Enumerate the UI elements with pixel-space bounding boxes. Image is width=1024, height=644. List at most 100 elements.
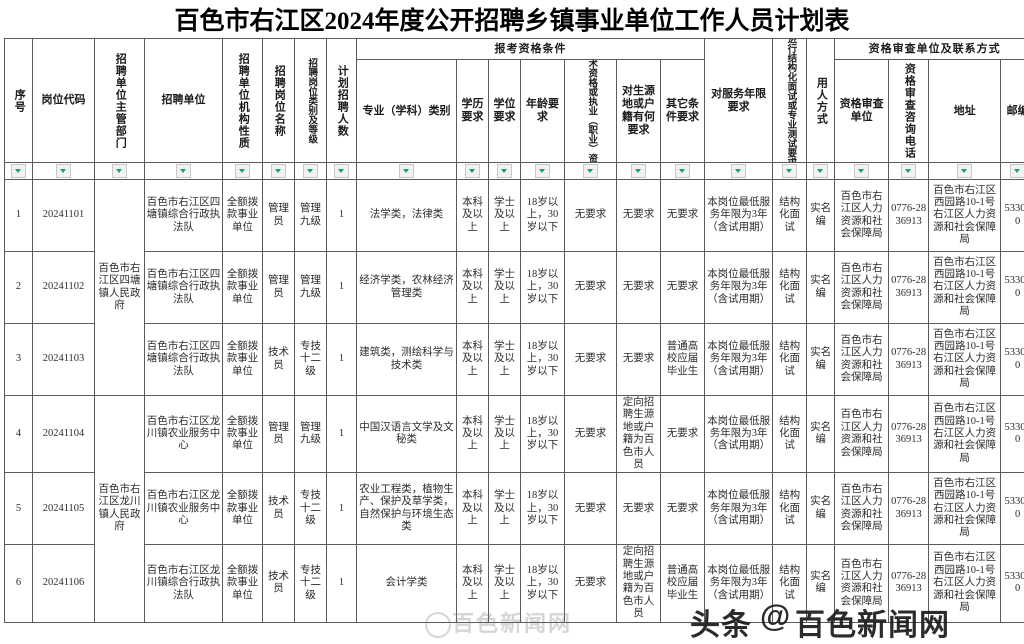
cell-tech-cert: 无要求 [565,324,617,396]
table-row[interactable]: 4 20241104 百色市右江区龙川镇人民政府 百色市右江区龙川镇农业服务中心… [5,396,1024,473]
col-header-major: 专业（学科）类别 [357,60,457,163]
table-row[interactable]: 3 20241103 百色市右江区四塘镇综合行政执法队 全额拨款事业单位 技术员… [5,324,1024,396]
filter-dropdown-icon[interactable] [235,164,250,178]
filter-cell-major[interactable] [357,163,457,180]
cell-tech-cert: 无要求 [565,180,617,252]
cell-employment-mode: 实名编 [807,324,835,396]
autofilter-row [5,163,1024,180]
cell-post-name: 管理员 [263,180,295,252]
filter-cell-post-name[interactable] [263,163,295,180]
cell-recruit-unit: 百色市右江区龙川镇农业服务中心 [145,473,223,545]
filter-cell-review-unit[interactable] [835,163,889,180]
cell-address: 百色市右江区西园路10-1号右江区人力资源和社会保障局 [929,252,1001,324]
filter-cell-interview-test[interactable] [773,163,807,180]
filter-cell-post-category[interactable] [295,163,327,180]
filter-cell-planned-count[interactable] [327,163,357,180]
cell-origin-household: 无要求 [617,324,661,396]
filter-dropdown-icon[interactable] [731,164,746,178]
cell-post-code: 20241101 [33,180,95,252]
cell-service-years: 本岗位最低服务年限为3年（含试用期） [705,180,773,252]
watermark-at-icon: @ [760,598,790,634]
filter-dropdown-icon[interactable] [535,164,550,178]
cell-age: 18岁以上，30岁以下 [521,473,565,545]
filter-cell-employment-mode[interactable] [807,163,835,180]
cell-age: 18岁以上，30岁以下 [521,545,565,622]
cell-interview-test: 结构化面试 [773,396,807,473]
cell-org-nature: 全额拨款事业单位 [223,324,263,396]
filter-cell-origin-household[interactable] [617,163,661,180]
filter-dropdown-icon[interactable] [497,164,512,178]
filter-dropdown-icon[interactable] [854,164,869,178]
cell-address: 百色市右江区西园路10-1号右江区人力资源和社会保障局 [929,396,1001,473]
cell-degree: 学士及以上 [489,545,521,622]
filter-dropdown-icon[interactable] [399,164,414,178]
filter-dropdown-icon[interactable] [11,164,26,178]
filter-cell-other[interactable] [661,163,705,180]
filter-cell-tech-cert[interactable] [565,163,617,180]
filter-cell-post-code[interactable] [33,163,95,180]
cell-review-phone: 0776-2836913 [889,180,929,252]
cell-org-nature: 全额拨款事业单位 [223,252,263,324]
filter-cell-education[interactable] [457,163,489,180]
document-title-bar: 百色市右江区2024年度公开招聘乡镇事业单位工作人员计划表 [0,0,1024,38]
cell-origin-household: 无要求 [617,473,661,545]
filter-dropdown-icon[interactable] [813,164,828,178]
cell-postcode: 533000 [1001,252,1024,324]
filter-cell-review-phone[interactable] [889,163,929,180]
col-header-recruit-unit: 招聘单位 [145,39,223,163]
recruitment-plan-table: 序号 岗位代码 招聘单位主管部门 招聘单位 招聘单位机构性质 招聘岗位名称 [4,38,1024,623]
filter-dropdown-icon[interactable] [465,164,480,178]
filter-dropdown-icon[interactable] [56,164,71,178]
table-row[interactable]: 6 20241106 百色市右江区龙川镇综合行政执法队 全额拨款事业单位 技术员… [5,545,1024,622]
filter-cell-seq[interactable] [5,163,33,180]
cell-other: 无要求 [661,252,705,324]
cell-major: 经济学类，农林经济管理类 [357,252,457,324]
table-row[interactable]: 5 20241105 百色市右江区龙川镇农业服务中心 全额拨款事业单位 技术员 … [5,473,1024,545]
filter-cell-postcode[interactable] [1001,163,1024,180]
filter-dropdown-icon[interactable] [176,164,191,178]
col-header-review-unit: 资格审查单位 [835,60,889,163]
cell-org-nature: 全额拨款事业单位 [223,180,263,252]
filter-cell-recruit-unit[interactable] [145,163,223,180]
cell-supervising-dept: 百色市右江区龙川镇人民政府 [95,396,145,623]
cell-review-phone: 0776-2836913 [889,545,929,622]
filter-dropdown-icon[interactable] [901,164,916,178]
cell-education: 本科及以上 [457,473,489,545]
filter-cell-degree[interactable] [489,163,521,180]
filter-dropdown-icon[interactable] [334,164,349,178]
filter-dropdown-icon[interactable] [631,164,646,178]
filter-dropdown-icon[interactable] [271,164,286,178]
group-header-review-contact: 资格审查单位及联系方式 [835,39,1024,60]
filter-cell-supervising-dept[interactable] [95,163,145,180]
filter-cell-age[interactable] [521,163,565,180]
cell-post-category: 管理九级 [295,396,327,473]
cell-post-name: 管理员 [263,252,295,324]
filter-dropdown-icon[interactable] [583,164,598,178]
filter-cell-address[interactable] [929,163,1001,180]
cell-employment-mode: 实名编 [807,545,835,622]
cell-other: 无要求 [661,180,705,252]
cell-seq: 2 [5,252,33,324]
cell-interview-test: 结构化面试 [773,473,807,545]
filter-dropdown-icon[interactable] [303,164,318,178]
cell-address: 百色市右江区西园路10-1号右江区人力资源和社会保障局 [929,545,1001,622]
filter-cell-service-years[interactable] [705,163,773,180]
cell-education: 本科及以上 [457,545,489,622]
cell-origin-household: 定向招聘生源地或户籍为百色市人员 [617,396,661,473]
filter-dropdown-icon[interactable] [675,164,690,178]
filter-dropdown-icon[interactable] [957,164,972,178]
col-header-planned-count: 计划招聘人数 [327,39,357,163]
cell-org-nature: 全额拨款事业单位 [223,545,263,622]
cell-supervising-dept: 百色市右江区四塘镇人民政府 [95,180,145,396]
table-row[interactable]: 1 20241101 百色市右江区四塘镇人民政府 百色市右江区四塘镇综合行政执法… [5,180,1024,252]
cell-address: 百色市右江区西园路10-1号右江区人力资源和社会保障局 [929,180,1001,252]
cell-review-unit: 百色市右江区人力资源和社会保障局 [835,473,889,545]
col-header-employment-mode: 用人方式 [807,39,835,163]
filter-dropdown-icon[interactable] [1010,164,1024,178]
filter-dropdown-icon[interactable] [782,164,797,178]
cell-education: 本科及以上 [457,252,489,324]
table-row[interactable]: 2 20241102 百色市右江区四塘镇综合行政执法队 全额拨款事业单位 管理员… [5,252,1024,324]
filter-dropdown-icon[interactable] [112,164,127,178]
filter-cell-org-nature[interactable] [223,163,263,180]
